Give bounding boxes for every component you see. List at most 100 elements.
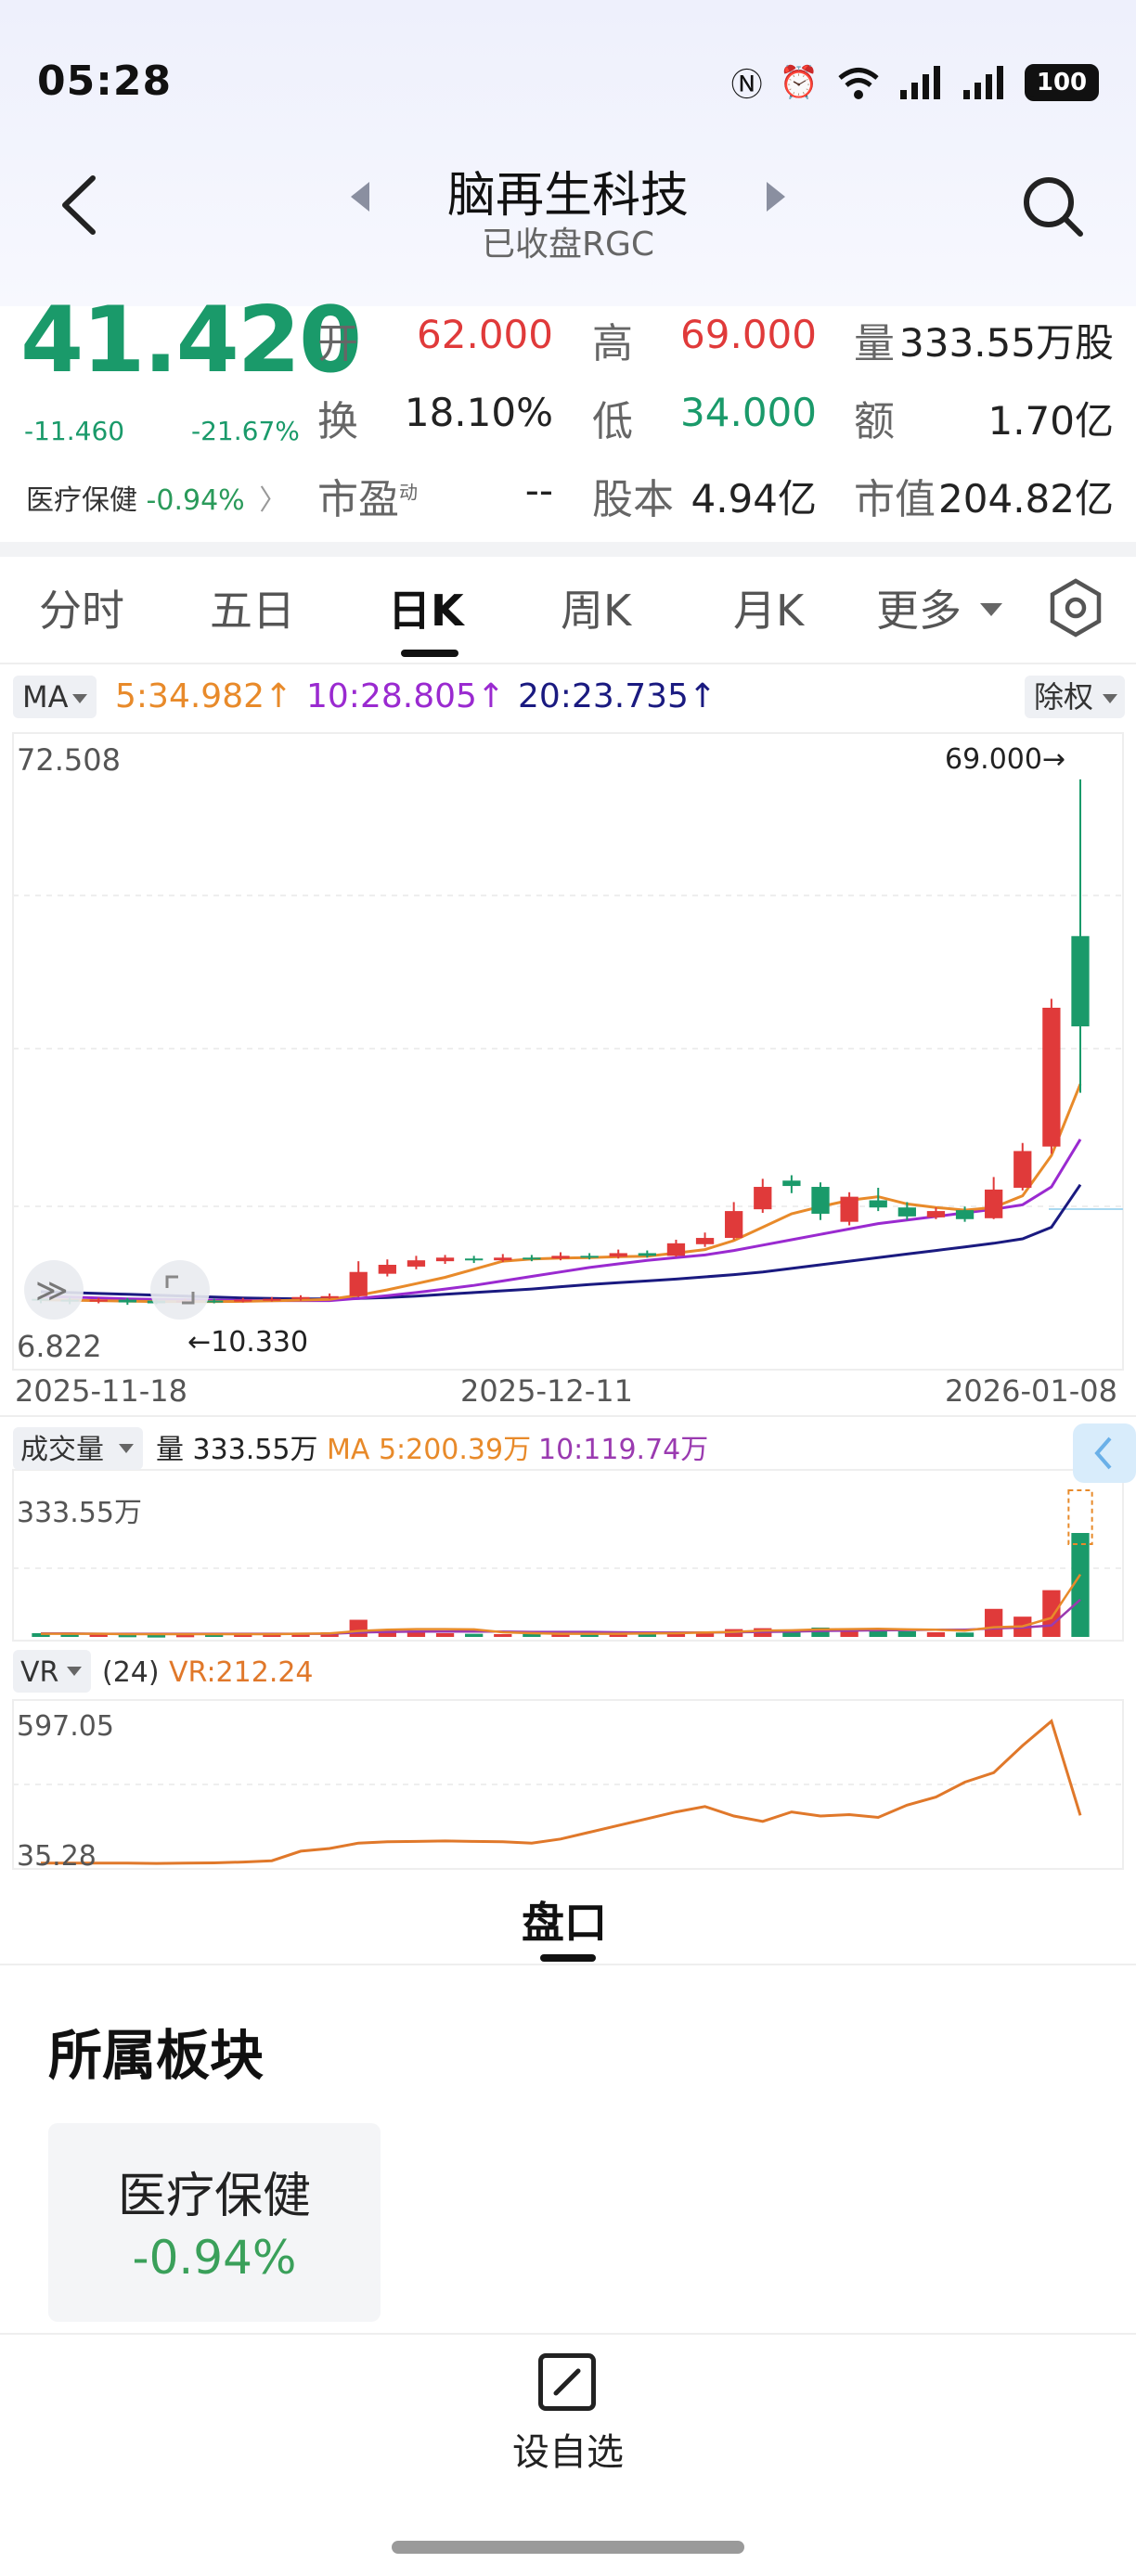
settings-icon[interactable] — [1045, 577, 1106, 638]
volume-bar — [638, 1632, 656, 1637]
market-status: 已收盘RGC — [481, 225, 655, 264]
sector-link-pct: -0.94% — [146, 484, 245, 517]
volume-ma-lines — [41, 1574, 1082, 1636]
price-change: -11.460 — [24, 416, 125, 446]
volume-label: 量 — [854, 320, 895, 367]
volume-bar — [1042, 1590, 1061, 1637]
candle-body — [638, 1253, 656, 1256]
battery-icon: 100 — [1025, 63, 1099, 101]
low-value: 34.000 — [680, 390, 817, 435]
sector-card[interactable]: 医疗保健 -0.94% — [48, 2123, 381, 2322]
back-arrow-icon[interactable] — [56, 173, 102, 238]
tab-daily-k[interactable]: 日K — [388, 586, 464, 636]
candle-body — [782, 1180, 801, 1187]
mktcap-label: 市值 — [854, 476, 936, 523]
candle-body — [378, 1264, 396, 1274]
amount-label: 额 — [854, 398, 895, 445]
candle-body — [754, 1187, 772, 1210]
header-background — [0, 0, 1136, 306]
candle-body — [811, 1187, 830, 1214]
signal-icon-2 — [963, 65, 1003, 99]
candle-body — [205, 1300, 224, 1303]
date-label-start: 2025-11-18 — [15, 1373, 187, 1409]
vr-dropdown[interactable]: VR — [20, 1656, 58, 1689]
vr-value: VR:212.24 — [169, 1656, 314, 1689]
volume-bar — [60, 1633, 79, 1637]
volume-ma5-line — [41, 1574, 1082, 1636]
chevron-down-icon — [980, 603, 1002, 616]
volume-bar — [1071, 1533, 1090, 1637]
vr-polyline — [41, 1719, 1082, 1865]
turnover-label: 换 — [317, 398, 358, 445]
vr-line — [41, 1719, 1082, 1865]
bottom-divider — [0, 2333, 1136, 2335]
high-label: 高 — [592, 320, 633, 367]
volume-bar — [407, 1630, 426, 1637]
chevron-right-icon: 〉 — [259, 484, 288, 517]
volume-bar — [666, 1631, 686, 1637]
candle-body — [349, 1271, 368, 1296]
add-to-watchlist-button[interactable]: 设自选 — [501, 2348, 635, 2487]
candle-body — [1071, 935, 1090, 1027]
tab-more[interactable]: 更多 — [876, 586, 962, 636]
volume-value: 333.55万股 — [899, 320, 1114, 366]
volume-bar — [32, 1632, 50, 1637]
open-value: 62.000 — [417, 312, 553, 357]
prev-stock-icon[interactable] — [351, 182, 369, 212]
volume-bar — [291, 1632, 310, 1637]
section-divider — [0, 542, 1136, 557]
vr-period: (24) — [102, 1656, 160, 1689]
volume-dropdown-bg[interactable] — [13, 1427, 143, 1470]
volume-bar — [840, 1629, 858, 1637]
tab-intraday[interactable]: 分时 — [39, 586, 124, 636]
fullscreen-button[interactable] — [150, 1260, 210, 1320]
kline-chart[interactable]: 72.508 6.822 69.000→ ←10.330 2025-11-18 … — [0, 0, 1136, 1884]
sector-card-pct: -0.94% — [132, 2231, 297, 2285]
volume-bar — [89, 1633, 108, 1637]
add-to-watchlist-label: 设自选 — [512, 2431, 624, 2474]
edit-icon — [538, 2353, 596, 2411]
volume-bar — [609, 1633, 627, 1637]
sector-link[interactable]: 医疗保健 -0.94% 〉 — [26, 477, 287, 518]
volume-bar — [551, 1633, 570, 1637]
tab-monthly-k[interactable]: 月K — [733, 586, 805, 636]
expand-left-button[interactable]: ≫ — [24, 1260, 84, 1320]
wifi-icon — [838, 67, 879, 99]
tab-weekly-k[interactable]: 周K — [561, 586, 632, 636]
volume-bar — [234, 1633, 252, 1637]
double-chevron-icon: ≫ — [35, 1272, 69, 1309]
indicator-dropdown[interactable]: MA — [13, 676, 97, 718]
alarm-icon: ⏰ — [779, 63, 819, 101]
volume-bars — [32, 1489, 1093, 1638]
volume-dropdown[interactable]: 成交量 — [20, 1434, 104, 1466]
candle-body — [291, 1296, 310, 1299]
pe-label: 市盈动 — [317, 476, 418, 523]
adjust-dropdown[interactable]: 除权 — [1025, 676, 1125, 718]
pe-value: -- — [524, 468, 553, 513]
volume-bar — [811, 1627, 830, 1637]
search-icon[interactable] — [1021, 174, 1086, 239]
fullscreen-icon — [165, 1275, 195, 1305]
low-label: 低 — [592, 398, 633, 445]
candle-body — [725, 1211, 743, 1239]
candle-body — [1042, 1007, 1061, 1147]
ma10-legend: 10:28.805↑ — [306, 677, 506, 715]
candle-body — [897, 1207, 916, 1217]
vr-axis-min: 35.28 — [17, 1840, 97, 1873]
collapse-panel-button[interactable] — [1073, 1423, 1136, 1483]
chevron-left-icon — [1094, 1436, 1112, 1470]
vr-dropdown-bg[interactable] — [13, 1650, 91, 1693]
candle-body — [666, 1243, 686, 1256]
volume-bar — [955, 1632, 975, 1637]
candle-body — [609, 1253, 627, 1257]
tab-order-book[interactable]: 盘口 — [522, 1898, 607, 1948]
high-marker: 69.000→ — [945, 743, 1065, 776]
volume-bar — [926, 1631, 946, 1637]
candle-body — [695, 1238, 715, 1244]
tab-five-day[interactable]: 五日 — [210, 586, 295, 636]
volume-bar — [523, 1633, 541, 1637]
next-stock-icon[interactable] — [767, 182, 785, 212]
y-axis-min: 6.822 — [17, 1329, 102, 1364]
signal-icon — [900, 65, 940, 99]
ma5-legend: 5:34.982↑ — [115, 677, 293, 715]
